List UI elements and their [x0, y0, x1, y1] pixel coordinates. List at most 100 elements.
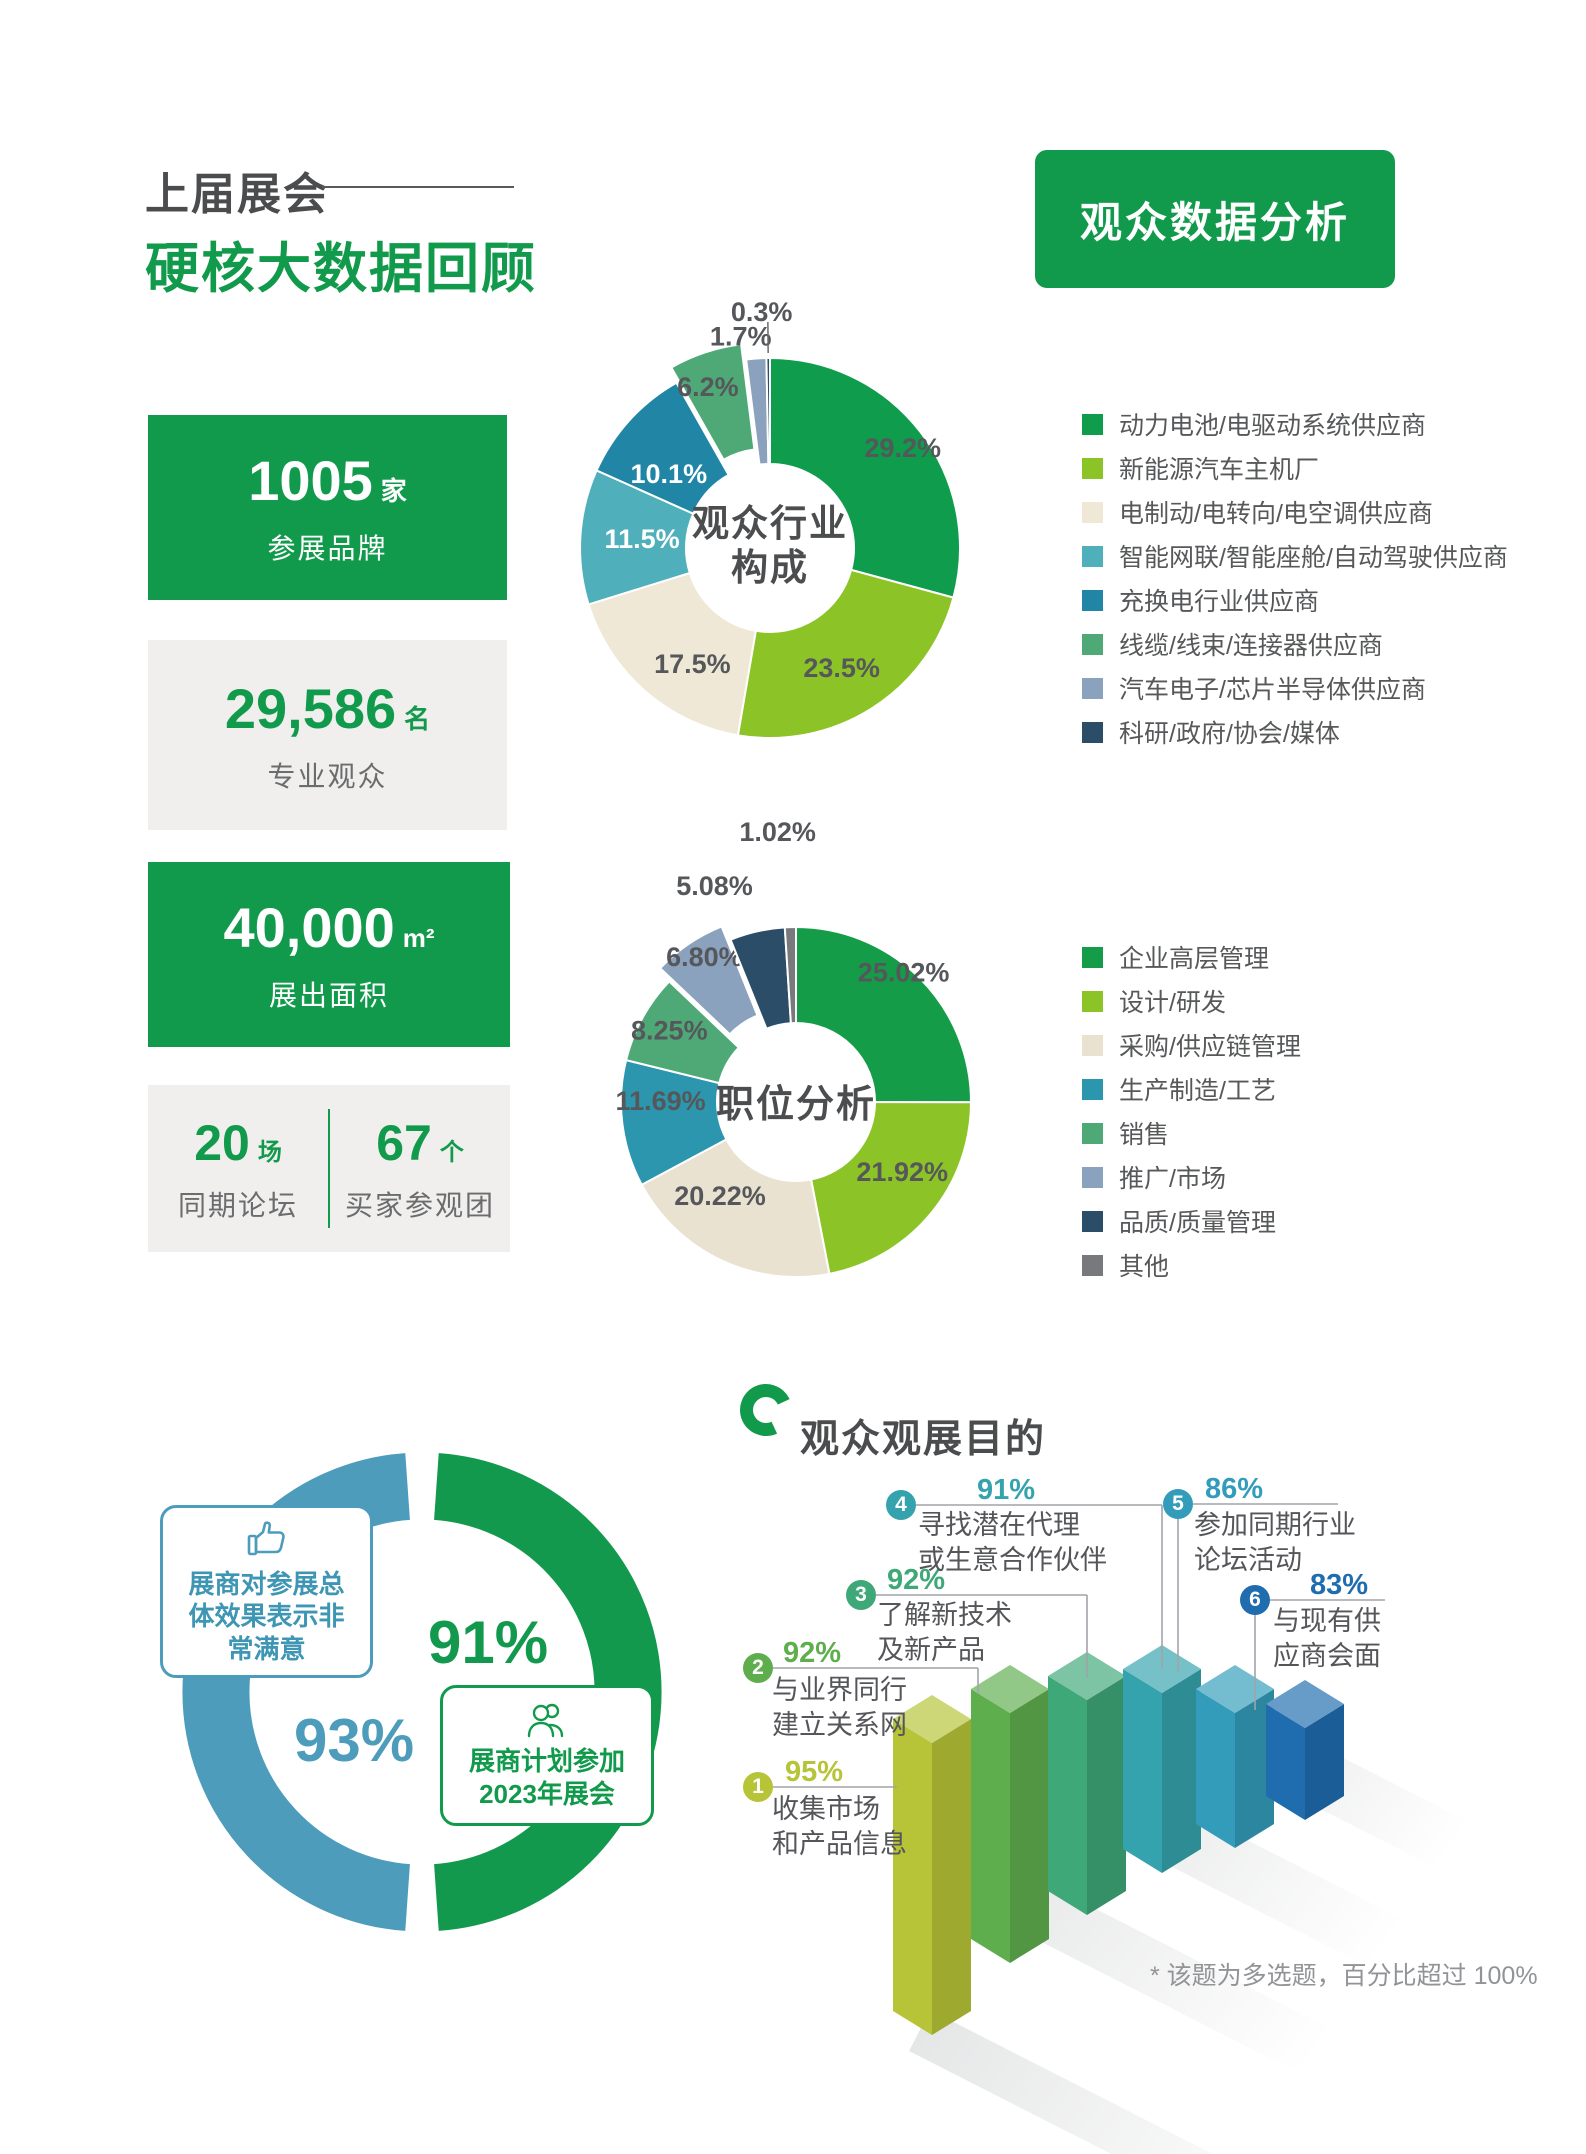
legend-swatch — [1082, 1166, 1103, 1188]
job-position-donut-value-label-2: 20.22% — [674, 1181, 766, 1211]
center-line: 观众行业 — [692, 503, 848, 544]
purpose-label-line: 应商会面 — [1273, 1641, 1381, 1672]
rebook-percentage: 91% — [428, 1609, 549, 1676]
stat-label: 买家参观团 — [344, 1189, 495, 1221]
purpose-label-line: 与现有供 — [1273, 1606, 1381, 1636]
job-position-donut-slice-0 — [795, 925, 973, 1104]
purpose-value-2: 92% — [783, 1637, 842, 1669]
card-text-line: 体效果表示非 — [188, 1601, 345, 1632]
legend-item: 推广/市场 — [1082, 1155, 1301, 1199]
vertical-divider — [328, 1109, 330, 1228]
stat-value: 29,586 — [224, 676, 397, 740]
stat-exhibition-area: 40,000 m² 展出面积 — [148, 862, 510, 1047]
legend-swatch — [1082, 1210, 1103, 1232]
legend-label: 设计/研发 — [1119, 989, 1226, 1017]
legend-label: 生产制造/工艺 — [1119, 1077, 1276, 1105]
legend-item: 企业高层管理 — [1082, 935, 1301, 979]
legend-label: 品质/质量管理 — [1119, 1209, 1276, 1237]
visitor-industry-donut-value-label-4: 10.1% — [631, 459, 708, 489]
stat-label: 展出面积 — [268, 980, 389, 1011]
job-position-donut-value-label-0: 25.02% — [858, 958, 950, 988]
thumbs-up-icon — [247, 1521, 285, 1556]
legend-swatch — [1082, 545, 1103, 567]
satisfied-percentage: 93% — [294, 1707, 415, 1774]
legend-label: 线缆/线束/连接器供应商 — [1119, 632, 1383, 660]
visitor-industry-donut-slice-6 — [745, 356, 770, 466]
job-position-donut-value-label-1: 21.92% — [856, 1157, 948, 1187]
stat-value: 1005 — [248, 449, 373, 512]
legend-item: 线缆/线束/连接器供应商 — [1082, 622, 1508, 666]
purpose-label-line: 参加同期行业 — [1194, 1510, 1356, 1540]
purpose-label-line: 论坛活动 — [1194, 1545, 1302, 1576]
stat-unit: 场 — [257, 1138, 282, 1166]
legend-item: 设计/研发 — [1082, 979, 1301, 1023]
stat-label: 同期论坛 — [177, 1189, 298, 1221]
legend-swatch — [1082, 501, 1103, 523]
purpose-bar-1-left-face — [893, 1719, 932, 2035]
stat-exhibitor-brands: 1005 家 参展品牌 — [148, 415, 507, 600]
legend-swatch — [1082, 946, 1103, 968]
legend-item: 科研/政府/协会/媒体 — [1082, 710, 1508, 754]
visitor-industry-donut-value-label-7: 0.3% — [731, 297, 793, 327]
purpose-label-2: 与业界同行 建立关系网 — [772, 1673, 907, 1743]
purpose-value-1: 95% — [785, 1756, 844, 1788]
industry-legend: 动力电池/电驱动系统供应商 新能源汽车主机厂电制动/电转向/电空调供应商 智能网联/… — [1082, 402, 1508, 754]
audience-analysis-badge: 观众数据分析 — [1035, 150, 1395, 288]
rebook-callout-card: 展商计划参加 2023年展会 — [440, 1685, 654, 1826]
industry-donut-center-label: 观众行业 构成 — [645, 502, 895, 591]
job-position-donut-value-label-5: 6.80% — [666, 942, 743, 972]
visitor-industry-donut-value-label-6: 1.7% — [710, 322, 772, 352]
satisfied-callout-card: 展商对参展总 体效果表示非 常满意 — [160, 1505, 373, 1678]
legend-item: 新能源汽车主机厂 — [1082, 446, 1508, 490]
purpose-label-6: 与现有供 应商会面 — [1273, 1604, 1381, 1674]
purpose-label-3: 了解新技术 及新产品 — [877, 1598, 1012, 1668]
purpose-rank-1: 1 — [743, 1772, 773, 1802]
purpose-label-line: 建立关系网 — [772, 1710, 907, 1741]
purpose-label-line: 寻找潜在代理 — [918, 1510, 1080, 1540]
legend-item: 其他 — [1082, 1243, 1301, 1287]
visitor-industry-donut-value-label-1: 23.5% — [803, 653, 880, 683]
visitor-industry-donut-value-label-5: 6.2% — [677, 372, 739, 402]
legend-item: 生产制造/工艺 — [1082, 1067, 1301, 1111]
job-position-donut-value-label-6: 5.08% — [676, 871, 753, 901]
legend-label: 其他 — [1119, 1253, 1170, 1281]
legend-item: 汽车电子/芯片半导体供应商 — [1082, 666, 1508, 710]
stat-forums-and-buyer-groups: 20 场 同期论坛 67 个 买家参观团 — [148, 1085, 510, 1252]
legend-label: 汽车电子/芯片半导体供应商 — [1119, 676, 1426, 704]
stat-value: 20 — [194, 1114, 250, 1171]
purpose-value-3: 92% — [887, 1564, 946, 1596]
legend-swatch — [1082, 633, 1103, 655]
center-line: 职位分析 — [715, 1084, 876, 1126]
legend-label: 动力电池/电驱动系统供应商 — [1119, 412, 1426, 440]
purpose-label-5: 参加同期行业 论坛活动 — [1194, 1508, 1356, 1578]
purpose-bar-4-top-face — [1123, 1645, 1201, 1693]
job-position-donut-slice-2 — [640, 1138, 831, 1279]
stat-unit: 个 — [439, 1138, 464, 1166]
legend-swatch — [1082, 413, 1103, 435]
legend-swatch — [1082, 1034, 1103, 1056]
legend-label: 充换电行业供应商 — [1119, 588, 1320, 616]
purpose-label-line: 收集市场 — [772, 1794, 880, 1824]
legend-label: 采购/供应链管理 — [1119, 1033, 1301, 1061]
legend-swatch — [1082, 1078, 1103, 1100]
legend-item: 电制动/电转向/电空调供应商 — [1082, 490, 1508, 534]
purpose-label-line: 及新产品 — [877, 1635, 985, 1666]
stat-value: 40,000 — [223, 896, 395, 959]
visitor-industry-donut-slice-2 — [587, 571, 757, 737]
stat-unit: 家 — [380, 476, 407, 506]
legend-label: 新能源汽车主机厂 — [1119, 456, 1320, 484]
purpose-bar-2-top-face — [971, 1665, 1049, 1713]
purpose-label-4: 寻找潜在代理 或生意合作伙伴 — [918, 1508, 1107, 1578]
center-line: 构成 — [731, 547, 809, 589]
visitor-industry-donut-slice-1 — [736, 568, 955, 740]
legend-item: 智能网联/智能座舱/自动驾驶供应商 — [1082, 534, 1508, 578]
job-position-donut-slice-4 — [624, 979, 741, 1085]
legend-label: 企业高层管理 — [1119, 945, 1270, 973]
purpose-rank-6: 6 — [1240, 1585, 1270, 1615]
legend-item: 动力电池/电驱动系统供应商 — [1082, 402, 1508, 446]
eyebrow-divider-line — [322, 186, 514, 188]
legend-swatch — [1082, 1254, 1103, 1276]
visit-purpose-title: 观众观展目的 — [800, 1418, 1047, 1461]
job-position-donut-value-label-7: 1.02% — [739, 817, 816, 847]
